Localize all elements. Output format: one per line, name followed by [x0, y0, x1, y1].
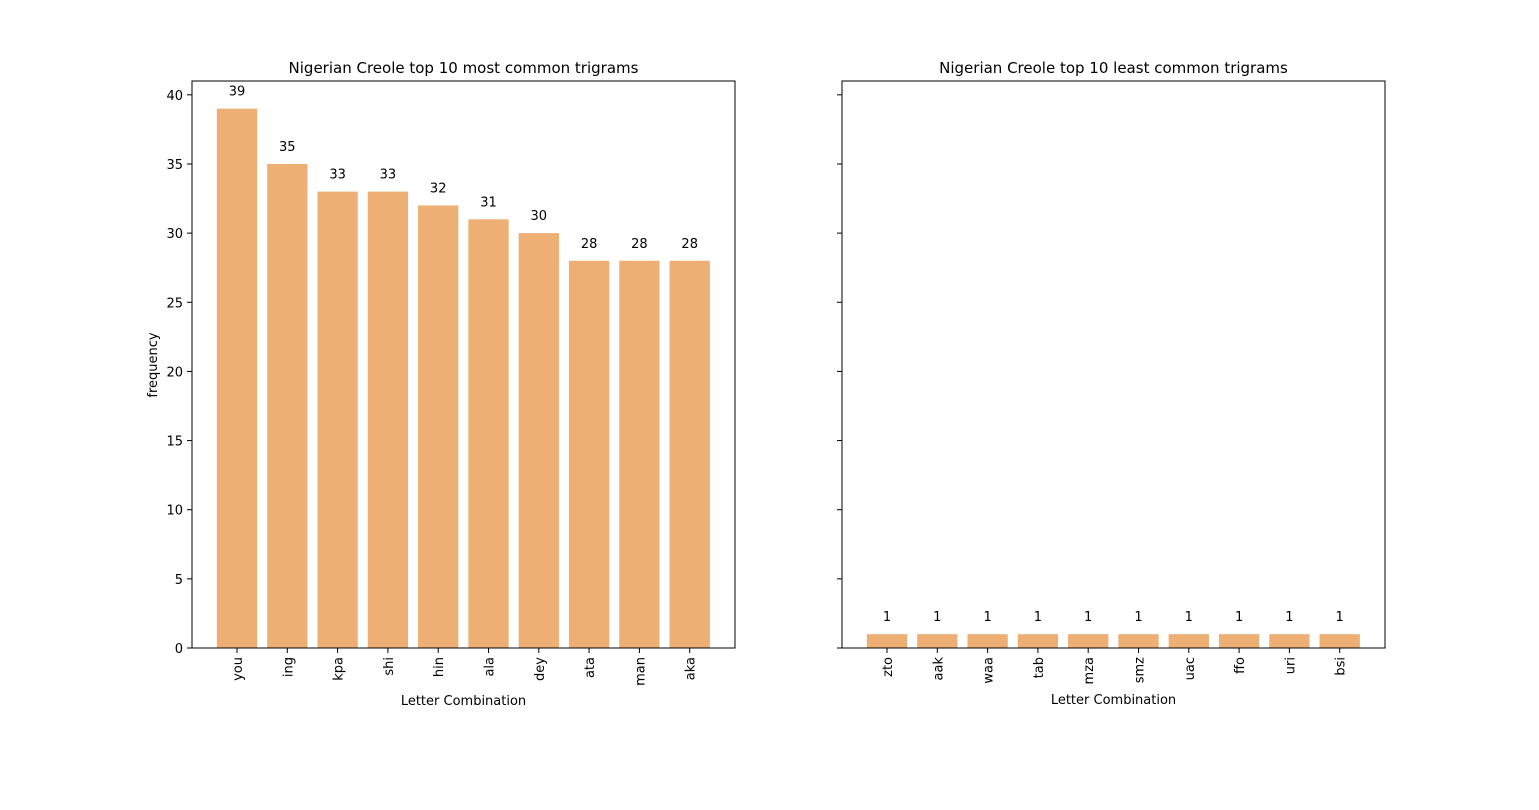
bar-value-label: 1 [1235, 610, 1243, 625]
bar-value-label: 33 [329, 168, 346, 183]
bar-value-label: 33 [380, 168, 397, 183]
y-tick-label: 5 [175, 573, 183, 588]
y-tick-label: 10 [166, 504, 183, 519]
bar [1269, 634, 1310, 648]
bar-value-label: 28 [631, 237, 648, 252]
chart-panel-most-common: Nigerian Creole top 10 most common trigr… [146, 59, 736, 709]
x-tick-label: bsi [1334, 657, 1349, 676]
bar [518, 233, 559, 648]
x-tick-label: uri [1283, 657, 1298, 674]
bar-value-label: 1 [1336, 610, 1344, 625]
y-tick-label: 25 [166, 296, 183, 311]
x-tick-label: you [231, 657, 246, 681]
x-tick-label: hin [432, 657, 447, 677]
bar [1168, 634, 1209, 648]
bar [1068, 634, 1109, 648]
x-tick-label: man [633, 657, 648, 686]
chart-panel-least-common: Nigerian Creole top 10 least common trig… [837, 59, 1386, 708]
bar [866, 634, 908, 648]
chart-title: Nigerian Creole top 10 least common trig… [939, 59, 1288, 77]
bar-value-label: 32 [430, 181, 447, 196]
bar-value-label: 1 [1285, 610, 1293, 625]
y-tick-label: 35 [166, 158, 183, 173]
x-tick-label: ing [281, 657, 296, 677]
x-axis-label: Letter Combination [401, 694, 526, 709]
bar-value-label: 28 [581, 237, 598, 252]
bar-series: 1 zto 1 aak 1 waa 1 tab 1 mza 1 smz 1 uac 1 ffo 1 uri 1 bsi [837, 94, 1360, 684]
x-tick-label: aka [684, 657, 699, 680]
y-axis-label: frequency [146, 332, 161, 398]
bar-value-label: 31 [480, 195, 497, 210]
y-tick-label: 20 [166, 365, 183, 380]
bar [216, 108, 258, 648]
x-tick-label: mza [1082, 657, 1097, 684]
x-tick-label: kpa [332, 657, 347, 681]
chart-title: Nigerian Creole top 10 most common trigr… [289, 59, 639, 77]
bar-value-label: 1 [983, 610, 991, 625]
bar [669, 260, 710, 648]
bar [1118, 634, 1159, 648]
plot-frame [191, 80, 736, 649]
y-tick-label: 40 [166, 89, 183, 104]
x-tick-label: aak [931, 657, 946, 681]
bar-value-label: 1 [1084, 610, 1092, 625]
bar-value-label: 1 [883, 610, 891, 625]
x-tick-label: zto [881, 657, 896, 677]
x-axis-label: Letter Combination [1051, 693, 1176, 708]
x-tick-label: smz [1133, 657, 1148, 683]
x-tick-label: uac [1183, 657, 1198, 680]
bar [367, 191, 409, 648]
bar [1218, 634, 1260, 648]
bar [418, 205, 459, 648]
bar-value-label: 39 [229, 85, 246, 100]
bar-value-label: 1 [933, 610, 941, 625]
bar-value-label: 28 [681, 237, 698, 252]
x-tick-label: waa [982, 657, 997, 684]
bar [1319, 634, 1360, 648]
x-tick-label: tab [1032, 657, 1047, 678]
y-tick-label: 15 [166, 435, 183, 450]
bar [317, 191, 358, 648]
bar [468, 219, 509, 649]
bar-value-label: 35 [279, 140, 296, 155]
x-tick-label: dey [533, 657, 548, 681]
bar [967, 634, 1008, 648]
bar-series: 0 5 10 15 20 25 30 35 40 39 you 35 ing 33 kpa 33 shi 32 hi… [166, 85, 710, 686]
bar-value-label: 1 [1185, 610, 1193, 625]
y-tick-label: 0 [175, 642, 183, 657]
bar [917, 634, 958, 648]
x-tick-label: shi [382, 657, 397, 676]
bar [1017, 634, 1059, 648]
x-tick-label: ffo [1233, 657, 1248, 674]
bar-value-label: 1 [1034, 610, 1042, 625]
bar-value-label: 30 [531, 209, 548, 224]
bar-value-label: 1 [1134, 610, 1142, 625]
plot-frame [841, 80, 1386, 649]
x-tick-label: ata [583, 657, 598, 678]
bar [568, 260, 610, 648]
y-tick-label: 30 [166, 227, 183, 242]
bar [267, 163, 308, 648]
bar [619, 260, 660, 648]
x-tick-label: ala [483, 657, 498, 677]
